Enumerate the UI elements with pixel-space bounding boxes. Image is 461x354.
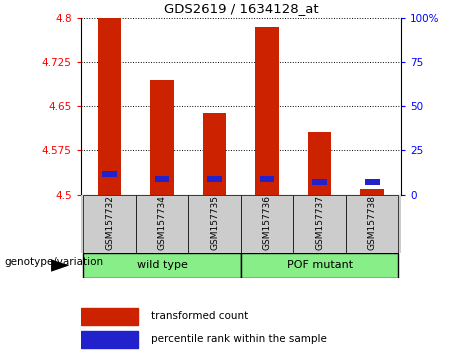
Text: GSM157736: GSM157736 [263,195,272,250]
Text: transformed count: transformed count [151,312,248,321]
Bar [312,179,327,185]
Polygon shape [51,259,69,272]
Bar [241,195,293,253]
Bar [293,195,346,253]
Text: percentile rank within the sample: percentile rank within the sample [151,335,327,344]
Bar [308,132,331,195]
Bar [81,331,138,348]
Bar [189,195,241,253]
Bar [203,113,226,195]
Bar [260,176,274,182]
Text: GSM157735: GSM157735 [210,195,219,250]
Text: POF mutant: POF mutant [287,261,353,270]
Bar [150,80,174,195]
Bar [255,27,279,195]
Bar [365,179,379,185]
Bar [346,195,398,253]
Bar [98,18,121,195]
Bar [361,189,384,195]
Text: GSM157734: GSM157734 [158,195,166,250]
Bar [207,176,222,182]
Bar [83,195,136,253]
Text: GSM157737: GSM157737 [315,195,324,250]
Bar [155,176,170,182]
Text: genotype/variation: genotype/variation [5,257,104,267]
Text: GSM157738: GSM157738 [368,195,377,250]
Text: GSM157732: GSM157732 [105,195,114,250]
Title: GDS2619 / 1634128_at: GDS2619 / 1634128_at [164,2,318,15]
Text: wild type: wild type [136,261,188,270]
Bar [81,195,401,253]
Bar [136,195,189,253]
Bar [83,253,241,278]
Bar [102,171,117,177]
Bar [241,253,398,278]
Bar [81,308,138,325]
